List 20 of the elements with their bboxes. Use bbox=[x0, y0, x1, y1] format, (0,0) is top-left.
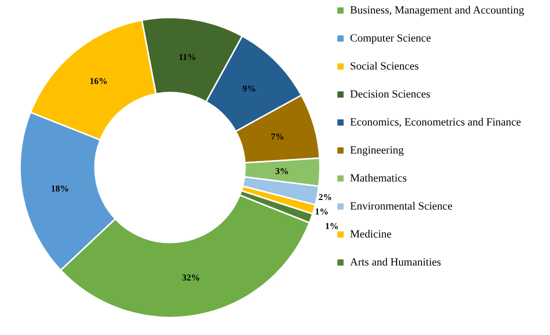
legend-label: Mathematics bbox=[350, 172, 407, 184]
legend-label: Computer Science bbox=[350, 32, 432, 44]
data-label: 9% bbox=[242, 83, 256, 94]
data-label: 2% bbox=[318, 192, 332, 202]
data-label: 11% bbox=[178, 52, 196, 62]
legend-label: Social Sciences bbox=[350, 60, 419, 72]
legend-label: Economics, Econometrics and Finance bbox=[350, 116, 522, 128]
data-label: 18% bbox=[50, 183, 69, 194]
legend-label: Environmental Science bbox=[350, 200, 452, 212]
legend-label: Decision Sciences bbox=[350, 88, 430, 100]
data-label: 16% bbox=[90, 76, 108, 86]
data-label: 3% bbox=[275, 166, 289, 176]
legend-label: Medicine bbox=[350, 228, 392, 240]
data-label: 1% bbox=[325, 220, 339, 231]
data-label: 1% bbox=[314, 206, 328, 217]
data-label: 32% bbox=[182, 272, 200, 283]
legend-label: Engineering bbox=[350, 144, 404, 156]
data-label: 7% bbox=[270, 131, 284, 142]
legend-label: Arts and Humanities bbox=[350, 256, 442, 268]
legend-label: Business, Management and Accounting bbox=[350, 4, 525, 16]
